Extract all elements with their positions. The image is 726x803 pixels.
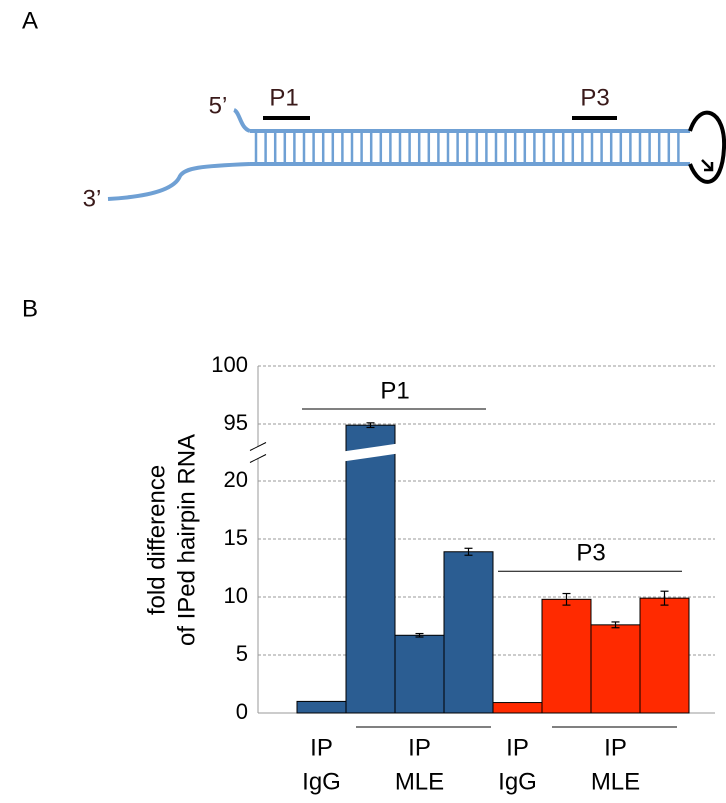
x-tick-label: MLE — [395, 768, 444, 795]
x-tick-label: IgG — [302, 768, 341, 795]
arrow — [701, 159, 714, 172]
x-tick-label: IP — [408, 734, 431, 761]
legend-label: P1 — [380, 377, 409, 404]
end-label: 5’ — [209, 92, 228, 119]
x-tick-label: IgG — [498, 768, 537, 795]
bar — [492, 702, 543, 714]
x-tick-label: IP — [506, 734, 529, 761]
y-tick-label: 100 — [211, 352, 248, 377]
panel-label: A — [22, 7, 38, 34]
bar-break — [343, 443, 398, 462]
y-tick-label: 0 — [236, 699, 248, 724]
y-tick-label: 15 — [224, 525, 248, 550]
chart: fold difference of IPed hairpin RNA — [143, 434, 200, 646]
panel-label: B — [22, 295, 38, 322]
loop — [688, 110, 726, 184]
axis-break — [249, 454, 267, 463]
x-tick-label: IP — [310, 734, 333, 761]
y-tick-label: 20 — [224, 467, 248, 492]
y-axis-label: of IPed hairpin RNA — [173, 434, 200, 646]
y-axis-label: fold difference — [143, 465, 170, 615]
y-tick-label: 10 — [224, 583, 248, 608]
bar — [639, 597, 690, 714]
bar — [296, 700, 347, 714]
bar — [443, 551, 494, 714]
bar — [590, 624, 641, 714]
probe-label: P1 — [269, 84, 298, 111]
hairpin: P1 P3 5’ 3’ — [83, 84, 726, 212]
strand-3 — [107, 162, 251, 201]
x-tick-label: IP — [604, 734, 627, 761]
probe-label: P3 — [580, 84, 609, 111]
bar — [345, 424, 396, 714]
bar — [541, 598, 592, 714]
strand-5 — [232, 108, 251, 133]
y-tick-label: 5 — [236, 641, 248, 666]
legend-label: P3 — [576, 540, 605, 567]
end-label: 3’ — [83, 185, 102, 212]
bar — [394, 634, 445, 714]
axis-break — [249, 442, 267, 451]
rungs — [254, 131, 680, 164]
x-tick-label: MLE — [591, 768, 640, 795]
y-tick-label: 95 — [224, 410, 248, 435]
